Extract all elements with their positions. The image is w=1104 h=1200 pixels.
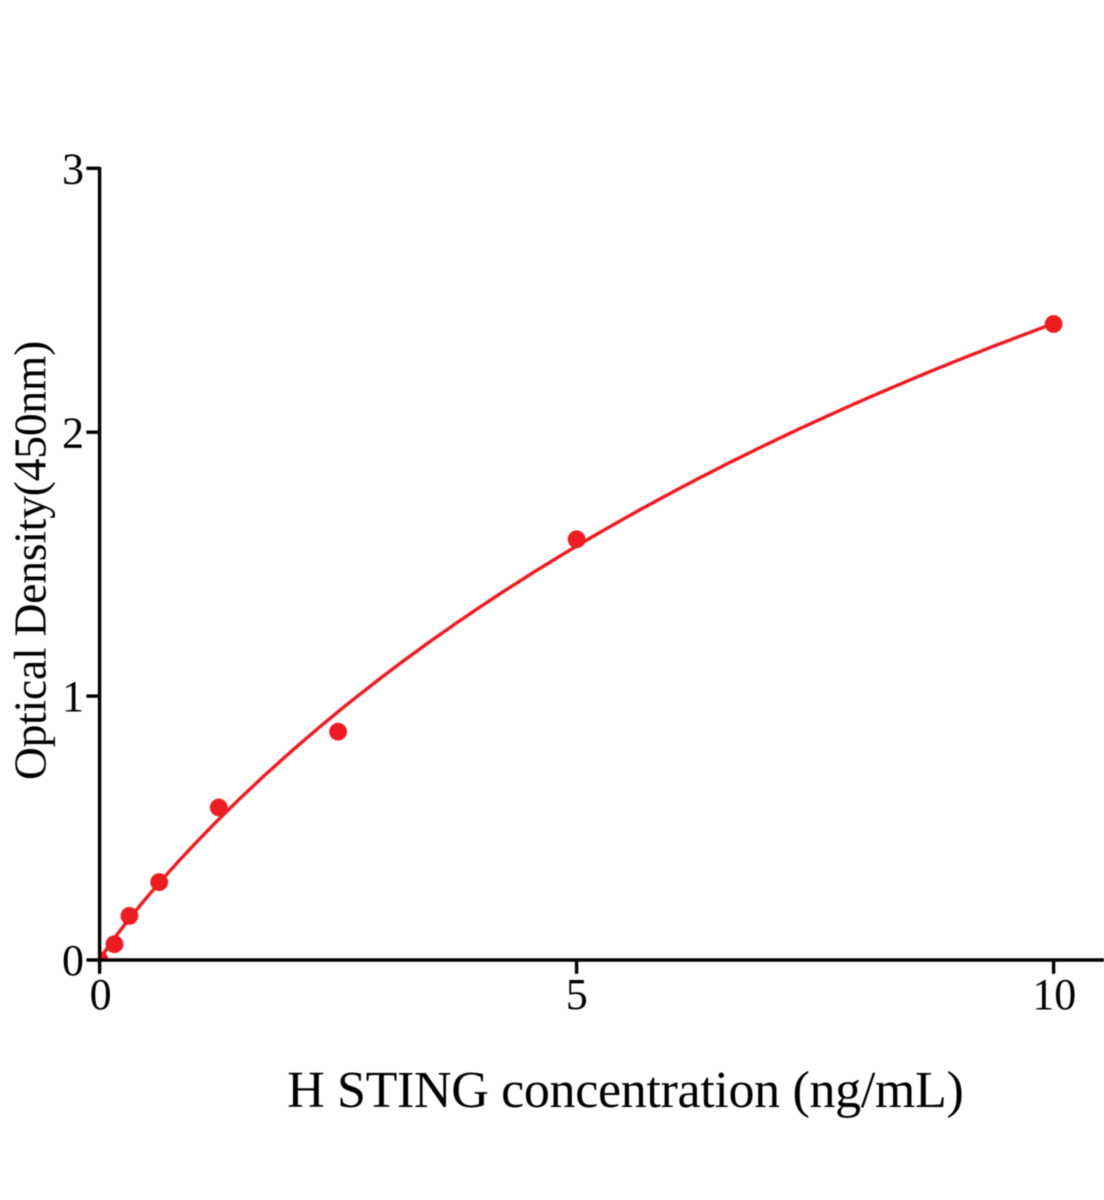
svg-text:1: 1	[62, 672, 84, 721]
svg-text:5: 5	[566, 970, 588, 1019]
svg-text:Optical Density(450nm): Optical Density(450nm)	[5, 341, 56, 780]
svg-text:0: 0	[90, 970, 112, 1019]
svg-text:0: 0	[62, 936, 84, 985]
svg-text:2: 2	[62, 408, 84, 457]
svg-text:10: 10	[1032, 970, 1076, 1019]
svg-text:H STING concentration (ng/mL): H STING concentration (ng/mL)	[287, 1062, 963, 1119]
svg-text:3: 3	[62, 144, 84, 193]
